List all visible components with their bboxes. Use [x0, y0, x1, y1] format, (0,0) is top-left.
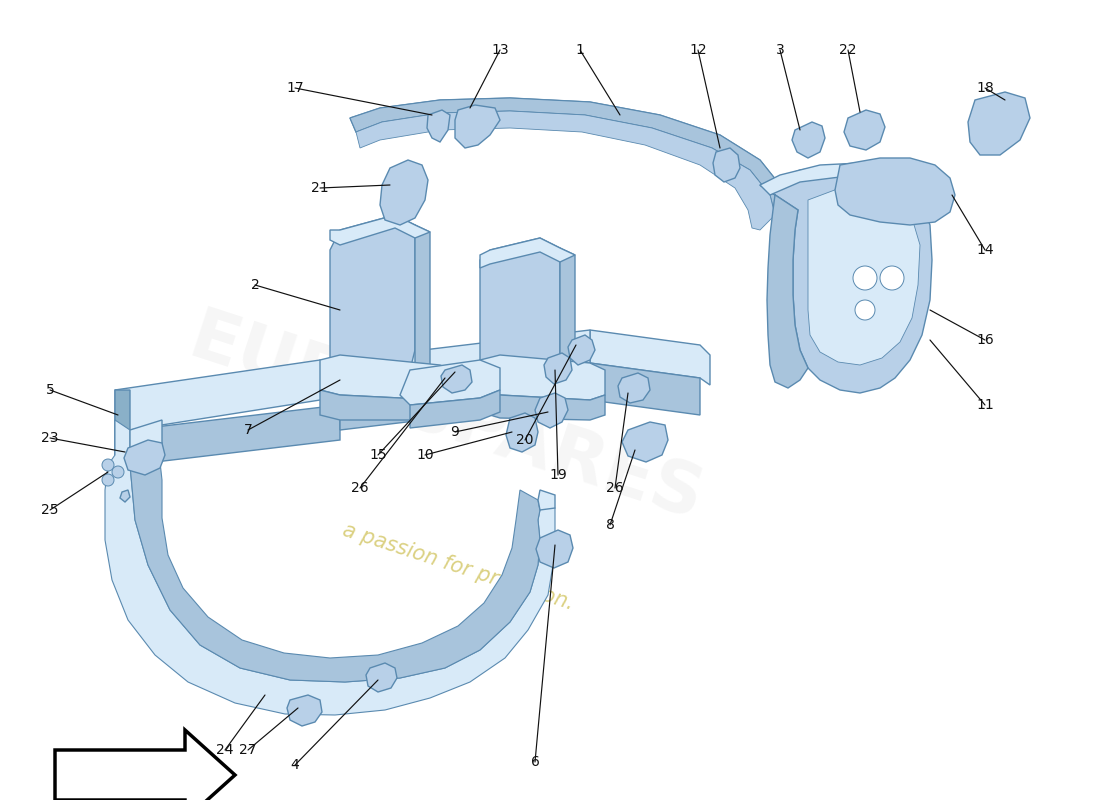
Polygon shape [330, 215, 430, 245]
Polygon shape [400, 360, 500, 405]
Polygon shape [55, 730, 235, 800]
Polygon shape [480, 238, 560, 393]
Polygon shape [844, 110, 886, 150]
Polygon shape [287, 695, 322, 726]
Polygon shape [120, 490, 130, 502]
Text: 20: 20 [516, 433, 534, 447]
Polygon shape [538, 490, 556, 510]
Text: 4: 4 [290, 758, 299, 772]
Circle shape [112, 466, 124, 478]
Polygon shape [340, 330, 590, 395]
Text: 26: 26 [606, 481, 624, 495]
Circle shape [102, 459, 114, 471]
Text: 5: 5 [45, 383, 54, 397]
Polygon shape [713, 148, 740, 182]
Polygon shape [621, 422, 668, 462]
Polygon shape [330, 215, 415, 395]
Polygon shape [590, 330, 710, 385]
Text: 10: 10 [416, 448, 433, 462]
Polygon shape [506, 413, 538, 452]
Polygon shape [618, 373, 650, 403]
Polygon shape [560, 248, 575, 385]
Polygon shape [350, 98, 785, 215]
Text: 13: 13 [492, 43, 509, 57]
Polygon shape [544, 353, 572, 384]
Text: 19: 19 [549, 468, 566, 482]
Polygon shape [116, 420, 130, 465]
Polygon shape [590, 363, 700, 415]
Text: 8: 8 [606, 518, 615, 532]
Polygon shape [356, 111, 776, 230]
Polygon shape [379, 160, 428, 225]
Polygon shape [415, 225, 430, 385]
Polygon shape [455, 105, 500, 148]
Polygon shape [760, 165, 932, 393]
Polygon shape [340, 363, 600, 408]
Text: 1: 1 [575, 43, 584, 57]
Text: 23: 23 [42, 431, 58, 445]
Text: 17: 17 [286, 81, 304, 95]
Polygon shape [792, 122, 825, 158]
Text: 21: 21 [311, 181, 329, 195]
Polygon shape [350, 98, 785, 230]
Text: 15: 15 [370, 448, 387, 462]
Polygon shape [366, 663, 397, 692]
Polygon shape [116, 390, 130, 465]
Text: 7: 7 [243, 423, 252, 437]
Polygon shape [116, 360, 340, 430]
Polygon shape [441, 365, 472, 393]
Polygon shape [104, 420, 556, 715]
Text: 12: 12 [690, 43, 707, 57]
Circle shape [880, 266, 904, 290]
Text: 26: 26 [351, 481, 369, 495]
Text: 6: 6 [530, 755, 539, 769]
Polygon shape [427, 110, 450, 142]
Circle shape [102, 474, 114, 486]
Text: 27: 27 [240, 743, 256, 757]
Polygon shape [124, 440, 165, 475]
Polygon shape [480, 355, 605, 400]
Text: EUROSPARES: EUROSPARES [180, 303, 712, 535]
Polygon shape [320, 355, 460, 400]
Text: 11: 11 [976, 398, 994, 412]
Polygon shape [968, 92, 1030, 155]
Polygon shape [340, 363, 590, 430]
Text: 22: 22 [839, 43, 857, 57]
Polygon shape [410, 390, 500, 428]
Polygon shape [130, 405, 340, 465]
Polygon shape [130, 420, 162, 465]
Polygon shape [480, 390, 605, 420]
Polygon shape [760, 163, 900, 195]
Polygon shape [760, 185, 808, 388]
Text: 14: 14 [976, 243, 993, 257]
Circle shape [852, 266, 877, 290]
Text: 16: 16 [976, 333, 994, 347]
Text: a passion for precision.: a passion for precision. [340, 520, 576, 614]
Text: 9: 9 [451, 425, 460, 439]
Circle shape [855, 300, 875, 320]
Polygon shape [835, 158, 955, 225]
Text: 2: 2 [251, 278, 260, 292]
Polygon shape [130, 462, 540, 682]
Text: 3: 3 [776, 43, 784, 57]
Polygon shape [535, 393, 568, 428]
Polygon shape [480, 238, 575, 268]
Text: 25: 25 [42, 503, 58, 517]
Text: 18: 18 [976, 81, 994, 95]
Polygon shape [808, 188, 920, 365]
Polygon shape [320, 390, 460, 420]
Polygon shape [568, 335, 595, 365]
Polygon shape [536, 530, 573, 568]
Text: 24: 24 [217, 743, 233, 757]
